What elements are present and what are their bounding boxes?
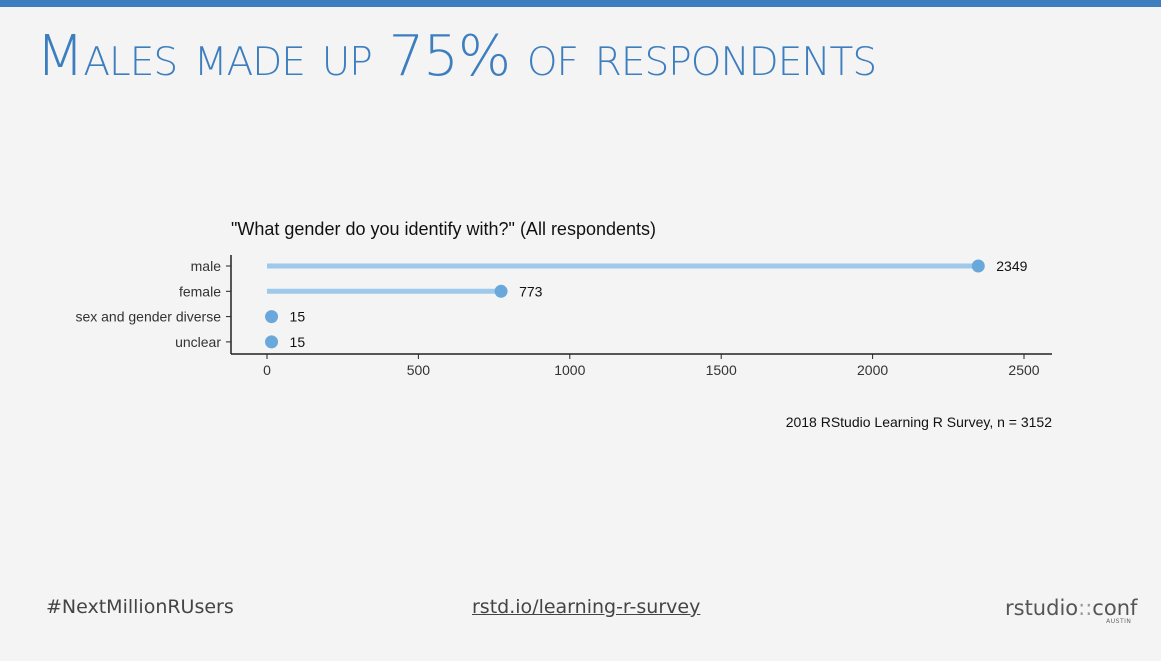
y-tick-label: male [191,258,222,274]
chart-caption: 2018 RStudio Learning R Survey, n = 3152 [786,414,1053,430]
data-label: 773 [519,283,543,299]
logo-subtext: AUSTIN [1106,618,1132,625]
y-tick-label: sex and gender diverse [75,309,221,325]
x-tick-label: 1000 [554,362,585,378]
survey-link[interactable]: rstd.io/learning-r-survey [472,596,701,618]
logo-conf-text: conf [1092,596,1138,620]
y-tick-label: female [179,283,221,299]
lollipop-point [265,310,279,324]
data-label: 2349 [996,258,1027,274]
top-accent-bar [0,0,1161,7]
x-tick-label: 1500 [706,362,737,378]
x-tick-label: 2000 [857,362,888,378]
lollipop-point [494,284,508,298]
rstudio-conf-logo: rstudio::conf AUSTIN [1005,596,1138,625]
lollipop-point [971,259,985,273]
y-tick-label: unclear [175,334,221,350]
lollipop-point [265,335,279,349]
chart-title: "What gender do you identify with?" (All… [231,219,656,239]
slide-title: Males made up 75% of respondents [36,24,877,89]
x-tick-label: 2500 [1008,362,1039,378]
data-label: 15 [290,334,306,350]
hashtag-text: #NextMillionRUsers [46,596,234,618]
data-label: 15 [290,309,306,325]
x-tick-label: 500 [407,362,431,378]
logo-main-text: rstudio [1005,596,1079,620]
logo-separator: :: [1078,596,1093,620]
x-tick-label: 0 [263,362,271,378]
